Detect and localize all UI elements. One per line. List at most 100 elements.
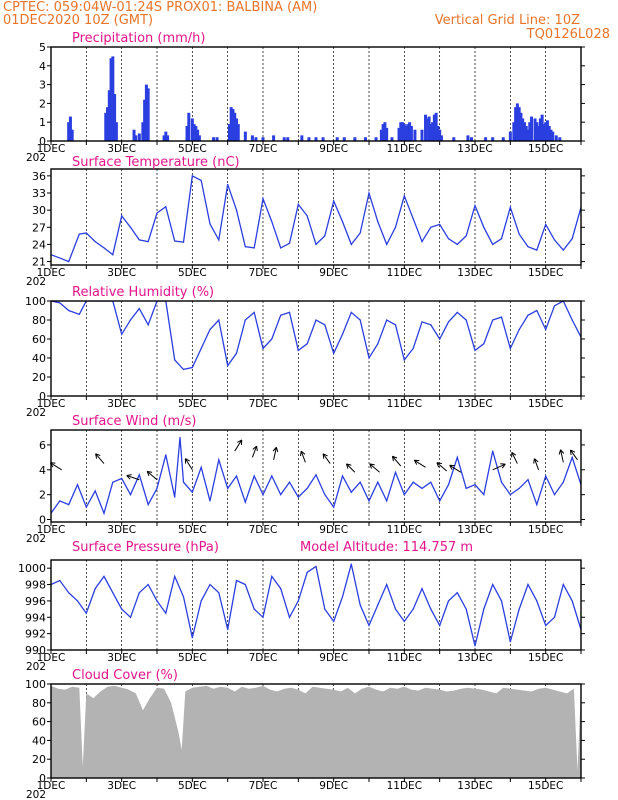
pressure-point xyxy=(262,616,264,618)
wind-ytick-label: 2 xyxy=(39,489,46,502)
precip-bar xyxy=(537,125,541,141)
wind-point xyxy=(174,496,176,498)
wind-arrow-head xyxy=(533,458,535,464)
temperature-xtick-label: 15DEC xyxy=(528,267,563,279)
humidity-point xyxy=(456,311,458,313)
precip-bar xyxy=(406,124,410,141)
humidity-point xyxy=(315,319,317,321)
precip-bar xyxy=(501,137,505,141)
pressure-point xyxy=(68,592,70,594)
cloud-cover-ytick-label: 100 xyxy=(25,678,46,691)
humidity-point xyxy=(394,324,397,326)
humidity-point xyxy=(350,311,352,313)
precip-bar xyxy=(254,137,258,141)
pressure-point xyxy=(235,579,238,582)
wind-point xyxy=(68,503,70,506)
pressure-point xyxy=(386,583,388,586)
wind-title: Surface Wind (m/s) xyxy=(72,414,196,429)
temperature-point xyxy=(138,239,140,241)
temperature-point xyxy=(430,226,432,228)
precip-bar xyxy=(547,125,551,141)
temperature-point xyxy=(509,206,511,208)
wind-arrow-head xyxy=(272,446,277,452)
pressure-point xyxy=(306,571,308,573)
wind-series-line xyxy=(51,437,581,516)
temperature-point xyxy=(439,223,441,226)
wind-arrow xyxy=(95,453,105,464)
precip-bar xyxy=(233,112,237,141)
precip-bar xyxy=(353,137,357,141)
wind-arrow-head xyxy=(147,470,153,473)
wind-arrow-head xyxy=(511,451,517,456)
precipitation-xtick-label: 9DEC xyxy=(319,143,348,155)
wind-point xyxy=(439,500,441,502)
precipitation-ytick-label: 4 xyxy=(39,60,46,73)
humidity-point xyxy=(147,324,149,326)
wind-point xyxy=(288,481,291,483)
precip-bar xyxy=(533,118,537,141)
wind-xtick-label: 9DEC xyxy=(319,524,348,536)
temperature-point xyxy=(483,226,485,228)
temperature-point xyxy=(156,212,158,214)
precipitation-xtick-label: 1DEC xyxy=(37,143,66,155)
pressure-point xyxy=(350,563,352,565)
precip-bar xyxy=(379,129,383,141)
wind-point xyxy=(333,506,335,508)
precip-bar xyxy=(522,122,526,141)
wind-ytick-label: 0 xyxy=(39,514,46,527)
pressure-point xyxy=(421,588,423,590)
wind-arrow xyxy=(146,470,158,481)
wind-point xyxy=(191,491,193,493)
temperature-point xyxy=(403,195,405,197)
wind-point xyxy=(509,494,511,496)
wind-xtick-label: 1DEC xyxy=(37,524,66,536)
precip-bar xyxy=(402,124,406,141)
humidity-frame xyxy=(50,300,582,397)
wind-arrow-head xyxy=(346,463,352,466)
precip-bar xyxy=(70,129,74,141)
precipitation-ytick-label: 2 xyxy=(39,97,46,110)
humidity-point xyxy=(421,321,423,323)
humidity-xtick-label: 9DEC xyxy=(319,398,348,410)
cloud-cover-xtick-label: 3DEC xyxy=(107,780,136,792)
wind-ytick-label: 6 xyxy=(39,439,46,452)
temperature-xtick-label: 1DEC xyxy=(37,267,66,279)
precip-bar xyxy=(197,135,201,141)
precip-bar xyxy=(538,118,542,141)
precipitation-ytick-label: 1 xyxy=(39,116,46,129)
wind-arrow xyxy=(492,463,506,471)
wind-arrow-head xyxy=(252,445,257,450)
precip-bar xyxy=(424,118,428,141)
wind-point xyxy=(253,475,255,477)
precip-bar xyxy=(146,88,150,141)
wind-point xyxy=(421,487,423,490)
wind-point xyxy=(179,436,181,439)
pressure-ytick-label: 990 xyxy=(25,644,46,657)
pressure-point xyxy=(315,565,317,568)
precip-bar xyxy=(409,125,413,141)
humidity-series-line xyxy=(51,301,581,371)
wind-point xyxy=(227,487,229,490)
pressure-xtick-label: 11DEC xyxy=(387,652,422,664)
wind-point xyxy=(112,481,114,483)
wind-point xyxy=(394,471,397,473)
wind-point xyxy=(262,494,264,496)
precip-bar xyxy=(524,125,528,141)
temperature-point xyxy=(492,243,494,246)
precip-bar xyxy=(164,131,168,141)
wind-point xyxy=(368,500,370,502)
wind-arrow-head xyxy=(558,449,562,455)
temperature-point xyxy=(571,238,573,240)
temperature-point xyxy=(350,243,352,246)
humidity-point xyxy=(412,347,414,350)
precip-bar xyxy=(132,129,136,141)
pressure-point xyxy=(280,588,282,590)
precip-bar xyxy=(307,137,311,141)
cloud-cover-xtick-label: 15DEC xyxy=(528,780,563,792)
pressure-ytick-label: 1000 xyxy=(18,562,46,575)
cloud-cover-frame xyxy=(50,683,582,779)
precip-bar xyxy=(528,122,532,141)
precip-bar xyxy=(466,135,470,141)
temperature-point xyxy=(324,235,326,237)
humidity-point xyxy=(306,343,308,345)
